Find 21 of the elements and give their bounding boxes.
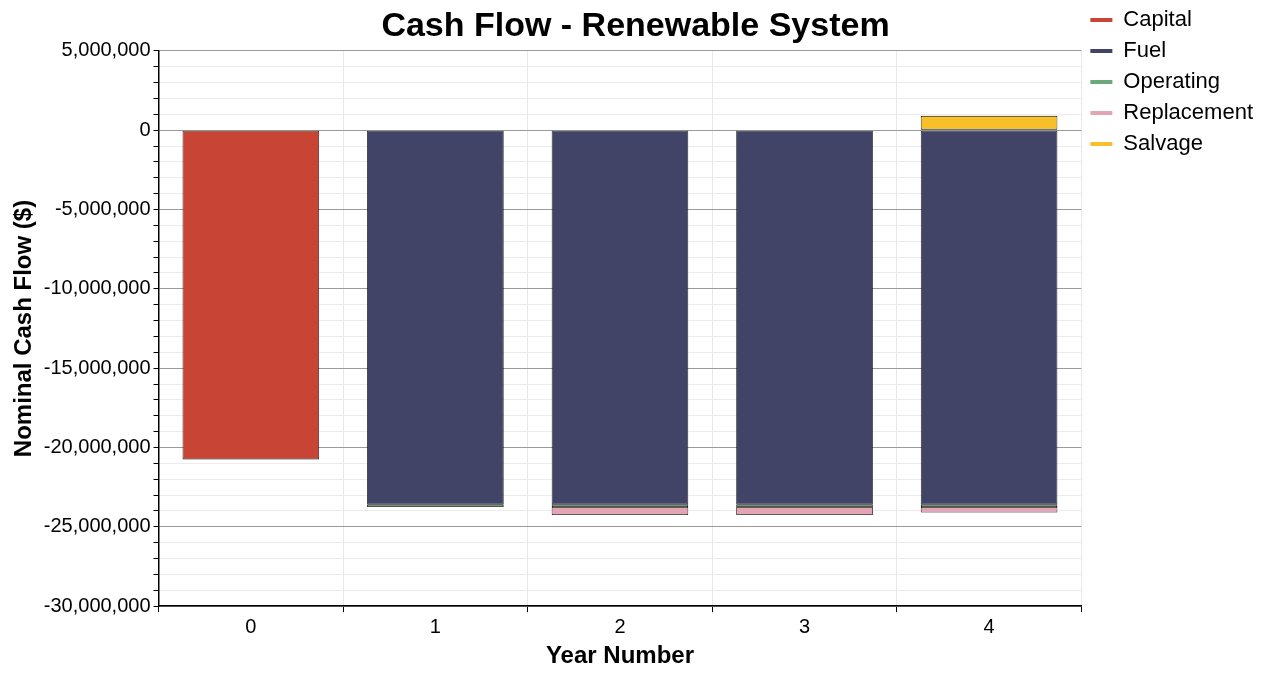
y-tick-label: 5,000,000 (61, 38, 151, 61)
y-tick-label: -20,000,000 (43, 435, 151, 458)
y-tick-label: 0 (139, 117, 151, 140)
legend-label: Replacement (1123, 99, 1254, 125)
y-tick-label: -25,000,000 (43, 514, 151, 537)
legend-label: Fuel (1123, 37, 1167, 63)
x-tick-label: 2 (614, 614, 626, 637)
x-axis-title: Year Number (545, 641, 695, 669)
x-tick-label: 0 (245, 614, 257, 637)
legend-label: Salvage (1123, 130, 1203, 156)
x-tick-label: 4 (983, 614, 995, 637)
x-tick-label: 1 (429, 614, 441, 637)
y-tick-label: -15,000,000 (43, 355, 151, 378)
y-tick-label: -30,000,000 (43, 593, 151, 616)
y-tick-label: -10,000,000 (43, 276, 151, 299)
legend-label: Capital (1123, 6, 1192, 32)
x-tick-label: 3 (798, 614, 811, 637)
y-tick-label: -5,000,000 (54, 197, 151, 219)
chart-title: Cash Flow - Renewable System (381, 4, 890, 43)
y-axis-title: Nominal Cash Flow ($) (9, 199, 37, 458)
legend-label: Operating (1123, 68, 1220, 94)
